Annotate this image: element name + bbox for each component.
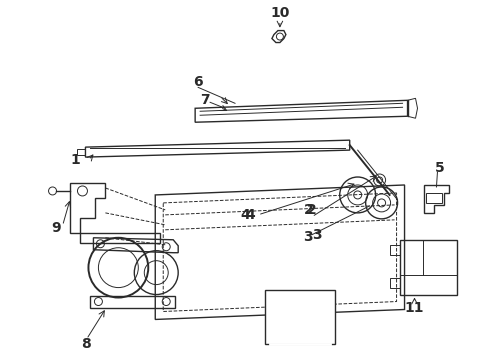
Text: 6: 6 <box>194 75 203 89</box>
Bar <box>265 289 335 345</box>
Text: 3: 3 <box>303 230 313 244</box>
Text: 2: 2 <box>304 203 314 217</box>
Text: 3: 3 <box>312 228 321 242</box>
Bar <box>399 240 457 294</box>
Text: 4: 4 <box>240 208 250 222</box>
Text: 11: 11 <box>405 301 424 315</box>
Text: 8: 8 <box>81 337 91 351</box>
Bar <box>426 193 442 203</box>
Bar <box>91 296 175 307</box>
Bar <box>390 245 399 255</box>
Bar <box>390 278 399 288</box>
Text: 5: 5 <box>435 161 444 175</box>
Text: 7: 7 <box>200 93 210 107</box>
Text: 1: 1 <box>71 153 80 167</box>
Text: 9: 9 <box>52 221 61 235</box>
Text: 10: 10 <box>270 6 290 20</box>
Text: 2: 2 <box>307 203 317 217</box>
Bar <box>80 233 160 243</box>
Text: 4: 4 <box>245 208 255 222</box>
